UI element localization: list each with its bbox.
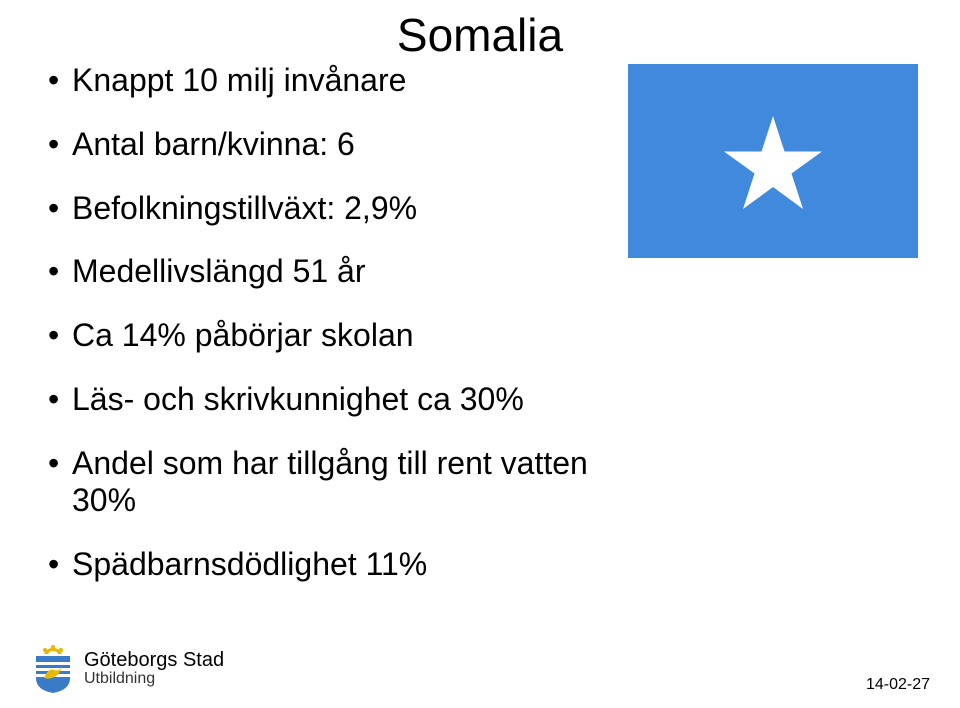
slide-title: Somalia (0, 8, 960, 62)
bullet-item: Medellivslängd 51 år (48, 253, 608, 291)
bullet-item: Läs- och skrivkunnighet ca 30% (48, 381, 608, 419)
bullet-item: Befolkningstillväxt: 2,9% (48, 190, 608, 228)
footer-date: 14-02-27 (866, 676, 930, 694)
somalia-flag (628, 64, 918, 258)
bullet-item: Knappt 10 milj invånare (48, 62, 608, 100)
logo-text: Göteborgs Stad Utbildning (84, 650, 224, 688)
bullet-list: Knappt 10 milj invånare Antal barn/kvinn… (48, 62, 608, 610)
bullet-item: Spädbarnsdödlighet 11% (48, 546, 608, 584)
logo-block: Göteborgs Stad Utbildning (30, 644, 224, 694)
bullet-item: Andel som har tillgång till rent vatten … (48, 445, 608, 521)
bullet-item: Antal barn/kvinna: 6 (48, 126, 608, 164)
bullet-item: Ca 14% påbörjar skolan (48, 317, 608, 355)
slide: Somalia Knappt 10 milj invånare Antal ba… (0, 0, 960, 708)
logo-main-text: Göteborgs Stad (84, 650, 224, 671)
goteborg-crest-icon (30, 644, 76, 694)
footer: Göteborgs Stad Utbildning 14-02-27 (30, 644, 930, 694)
logo-sub-text: Utbildning (84, 671, 224, 688)
